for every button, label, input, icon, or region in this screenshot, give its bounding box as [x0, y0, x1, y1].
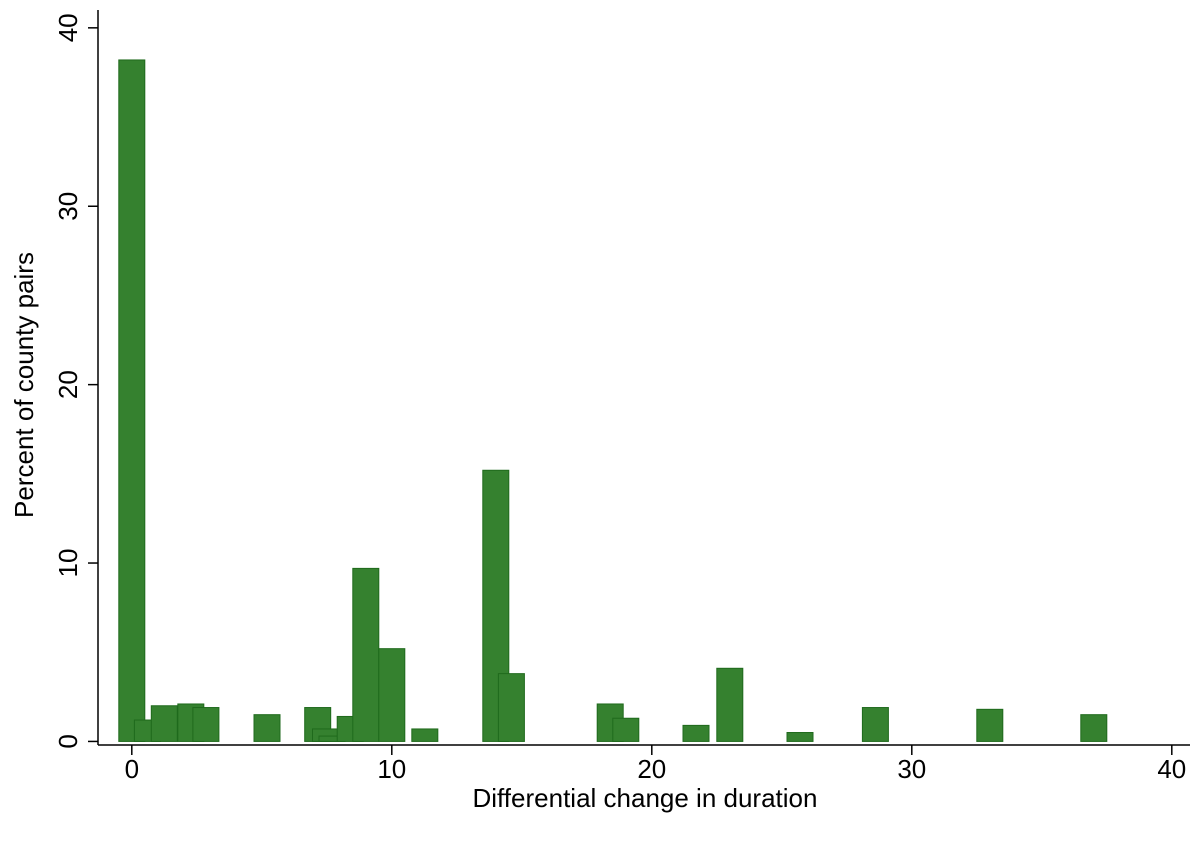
bar: [192, 707, 220, 742]
bar: [1080, 714, 1108, 742]
bar: [497, 673, 525, 742]
bar: [352, 567, 380, 742]
y-tick-label: 20: [53, 370, 83, 399]
y-tick-label: 30: [53, 192, 83, 221]
x-tick-label: 30: [897, 754, 926, 784]
bar: [786, 732, 814, 742]
bar: [861, 707, 889, 742]
bar: [682, 724, 710, 742]
x-tick-label: 10: [377, 754, 406, 784]
x-tick-label: 0: [125, 754, 139, 784]
bar: [253, 714, 281, 742]
y-tick-label: 0: [53, 734, 83, 748]
y-axis-label: Percent of county pairs: [9, 252, 39, 518]
bar: [118, 59, 146, 742]
x-tick-label: 20: [637, 754, 666, 784]
bar: [612, 717, 640, 742]
bar: [976, 708, 1004, 742]
bar: [150, 705, 178, 742]
x-axis-label: Differential change in duration: [473, 783, 818, 813]
bar: [411, 728, 439, 742]
bar: [378, 648, 406, 742]
x-tick-label: 40: [1157, 754, 1186, 784]
y-tick-label: 40: [53, 13, 83, 42]
y-tick-label: 10: [53, 549, 83, 578]
bar: [716, 667, 744, 742]
